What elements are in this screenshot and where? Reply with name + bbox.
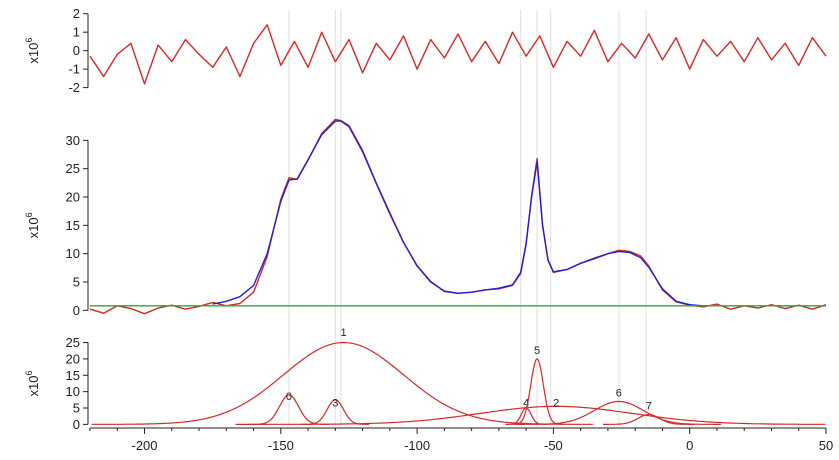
component-label-4: 4 [523, 397, 529, 409]
y-tick-label: 0 [73, 417, 80, 432]
x-axis: -200 -150 -100 -50 0 50 [89, 427, 833, 453]
component-curve-1 [91, 341, 593, 425]
y-unit-label: x106 [24, 370, 41, 396]
x-tick-label: 0 [686, 438, 693, 453]
y-tick-label: 15 [66, 218, 80, 233]
y-unit-label: x106 [24, 38, 41, 64]
y-tick-label: 10 [66, 246, 80, 261]
y-tick-label: 20 [66, 351, 80, 366]
component-curve-5 [510, 358, 564, 425]
y-tick-label: 15 [66, 368, 80, 383]
y-tick-label: 30 [66, 133, 80, 148]
component-label-3: 3 [332, 397, 338, 409]
y-tick-label: -1 [68, 62, 80, 77]
residuals-panel: -2 -1 0 1 2 x106 [24, 6, 827, 95]
x-tick-label: -200 [132, 438, 158, 453]
x-tick-label: -50 [544, 438, 563, 453]
component-label-5: 5 [534, 345, 540, 357]
component-label-1: 1 [340, 327, 346, 339]
y-tick-label: 25 [66, 161, 80, 176]
spectrum-series-0 [89, 118, 827, 315]
x-tick-label: -100 [404, 438, 430, 453]
component-curve-7 [603, 413, 695, 425]
x-tick-label: -150 [268, 438, 294, 453]
component-curve-2 [235, 405, 826, 425]
residuals-series-0 [89, 24, 827, 85]
x-tick-label: 50 [819, 438, 833, 453]
y-tick-label: 25 [66, 335, 80, 350]
spectrum-series-1 [212, 120, 717, 307]
y-tick-label: 1 [73, 25, 80, 40]
component-label-2: 2 [553, 397, 559, 409]
y-tick-label: 0 [73, 43, 80, 58]
spectrum-panel: 0 5 10 15 20 25 30 x106 [24, 118, 827, 318]
y-tick-label: 0 [73, 303, 80, 318]
y-tick-label: 5 [73, 401, 80, 416]
component-label-6: 6 [616, 388, 622, 400]
y-tick-label: 5 [73, 275, 80, 290]
guide-lines [288, 10, 647, 426]
y-tick-label: 10 [66, 384, 80, 399]
y-tick-label: 20 [66, 190, 80, 205]
y-tick-label: 2 [73, 6, 80, 21]
y-tick-label: -2 [68, 80, 80, 95]
y-unit-label: x106 [24, 212, 41, 238]
component-label-0: 0 [286, 391, 292, 403]
component-label-7: 7 [646, 401, 652, 413]
